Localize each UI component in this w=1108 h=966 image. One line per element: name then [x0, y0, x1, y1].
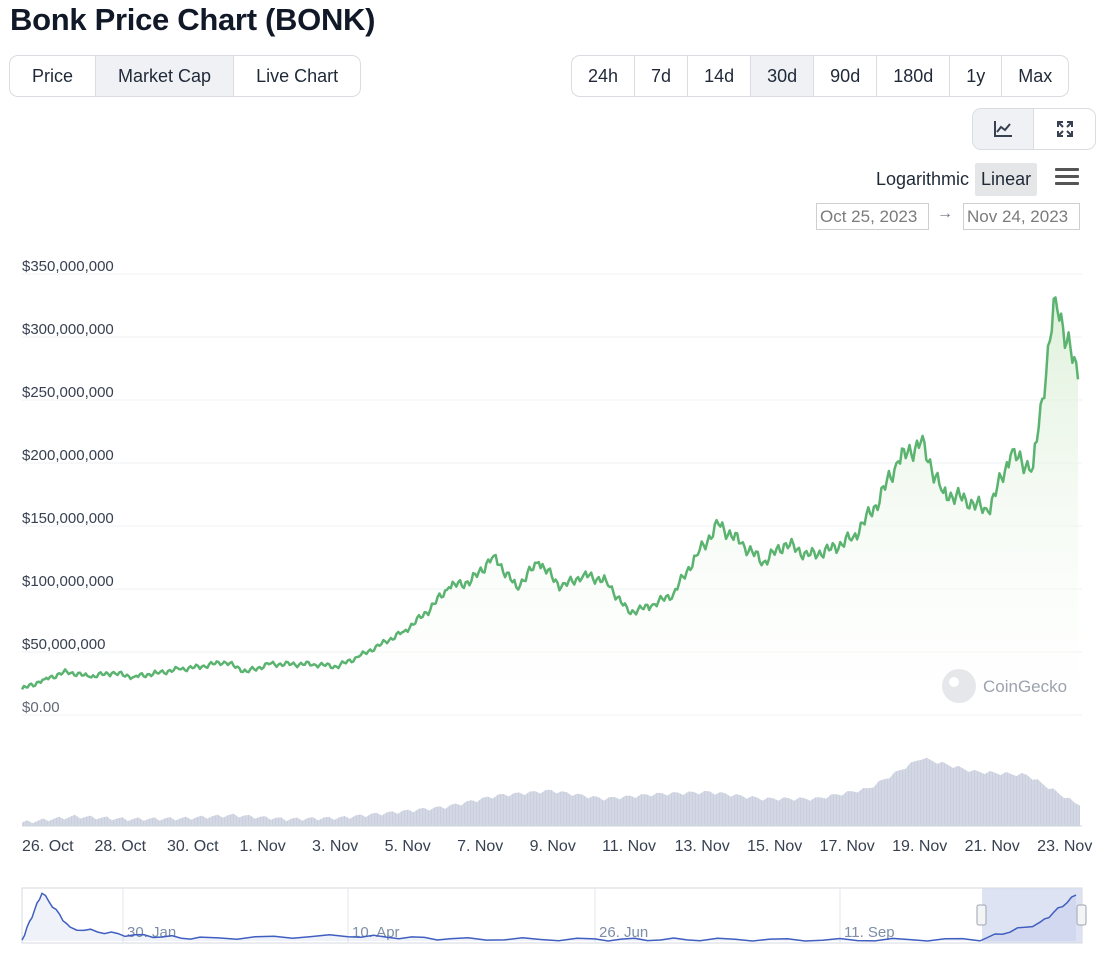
- volume-area: [22, 757, 1080, 826]
- chart-type-tabs: Price Market Cap Live Chart: [9, 55, 362, 97]
- navigator-tick-label: 26. Jun: [599, 924, 648, 941]
- date-range-arrow: →: [937, 205, 953, 222]
- navigator-left-handle[interactable]: [976, 904, 987, 926]
- y-tick-label: $250,000,000: [22, 384, 114, 401]
- page-title: Bonk Price Chart (BONK): [10, 2, 376, 37]
- market-cap-area: [22, 297, 1078, 715]
- date-from-input[interactable]: Oct 25, 2023: [816, 203, 929, 230]
- watermark-text: CoinGecko: [983, 677, 1067, 696]
- line-chart-view-button[interactable]: [973, 109, 1034, 149]
- range-14d-button[interactable]: 14d: [688, 56, 752, 96]
- range-max-button[interactable]: Max: [1018, 65, 1053, 86]
- x-tick-label: 9. Nov: [530, 838, 576, 855]
- fullscreen-button[interactable]: [1034, 109, 1095, 149]
- x-axis: 26. Oct 28. Oct 30. Oct 1. Nov 3. Nov 5. Nov 7…: [22, 838, 1092, 855]
- x-tick-label: 7. Nov: [457, 838, 503, 855]
- navigator-line: [21, 892, 1077, 942]
- range-180d-button[interactable]: 180d: [877, 56, 951, 96]
- navigator[interactable]: 30. Jan 10. Apr 26. Jun 11. Sep: [21, 887, 1087, 944]
- date-to-input[interactable]: Nov 24, 2023: [963, 203, 1080, 230]
- y-tick-label: $150,000,000: [22, 510, 114, 527]
- y-tick-label: $300,000,000: [22, 321, 114, 338]
- range-24h-button[interactable]: 24h: [572, 56, 636, 96]
- y-axis: $0.00$50,000,000$100,000,000$150,000,000…: [22, 258, 114, 716]
- x-tick-label: 5. Nov: [385, 838, 431, 855]
- x-tick-label: 23. Nov: [1037, 838, 1092, 855]
- time-range-selector: 24h 7d 14d 30d 90d 180d 1y Max: [571, 55, 1070, 97]
- x-tick-label: 19. Nov: [892, 838, 947, 855]
- x-tick-label: 11. Nov: [602, 838, 656, 855]
- x-tick-label: 30. Oct: [167, 838, 219, 855]
- line-chart-icon: [994, 121, 1012, 137]
- y-tick-label: $50,000,000: [22, 636, 105, 653]
- x-tick-label: 1. Nov: [240, 838, 286, 855]
- expand-icon: [1056, 121, 1073, 137]
- range-1y-button[interactable]: 1y: [950, 56, 1003, 96]
- tab-market-cap[interactable]: Market Cap: [96, 56, 235, 96]
- y-tick-label: $200,000,000: [22, 447, 114, 464]
- scale-toggle: Logarithmic Linear: [870, 163, 1038, 196]
- logarithmic-option[interactable]: Logarithmic: [876, 169, 970, 189]
- hamburger-menu-icon[interactable]: [1055, 168, 1079, 188]
- x-tick-label: 28. Oct: [95, 838, 147, 855]
- x-tick-label: 17. Nov: [820, 838, 875, 855]
- x-tick-label: 26. Oct: [22, 838, 74, 855]
- x-tick-label: 3. Nov: [312, 838, 358, 855]
- y-tick-label: $350,000,000: [22, 258, 114, 275]
- x-tick-label: 15. Nov: [747, 838, 802, 855]
- range-30d-button[interactable]: 30d: [751, 56, 815, 96]
- chart-view-toggle: [972, 108, 1096, 150]
- range-7d-button[interactable]: 7d: [635, 56, 689, 96]
- tab-price[interactable]: Price: [10, 56, 97, 96]
- tab-live-chart[interactable]: Live Chart: [256, 65, 339, 86]
- x-tick-label: 21. Nov: [965, 838, 1020, 855]
- coingecko-watermark: CoinGecko: [942, 669, 1067, 703]
- range-90d-button[interactable]: 90d: [814, 56, 878, 96]
- market-cap-line: [20, 296, 1080, 691]
- volume-bars: [21, 748, 1082, 826]
- navigator-tick-label: 11. Sep: [844, 924, 895, 941]
- navigator-area: [22, 893, 1076, 941]
- coingecko-logo-icon: [942, 669, 976, 703]
- linear-option[interactable]: Linear: [975, 163, 1038, 196]
- navigator-right-handle[interactable]: [1076, 904, 1087, 926]
- y-tick-label: $100,000,000: [22, 573, 114, 590]
- x-tick-label: 13. Nov: [675, 838, 730, 855]
